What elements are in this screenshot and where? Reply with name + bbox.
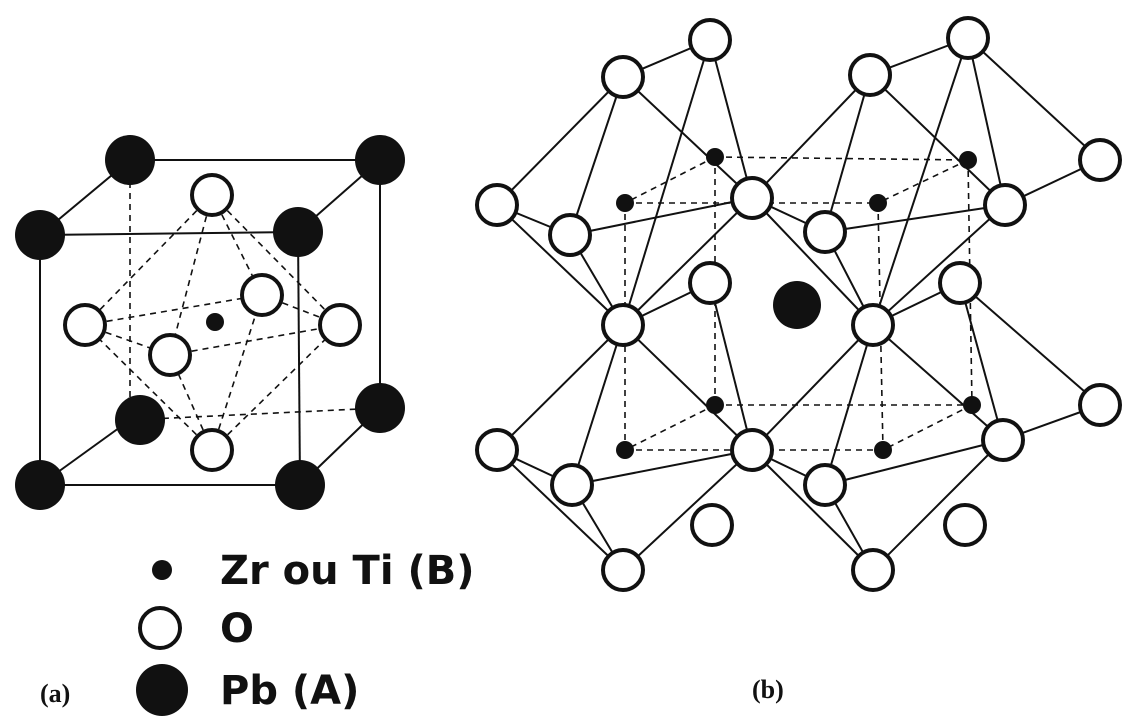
panel-label: (a) [40, 679, 70, 708]
legend-label: Zr ou Ti (B) [220, 548, 475, 594]
pb-atom-b [773, 281, 821, 329]
legend-b-symbol [152, 560, 172, 580]
panel-label: (b) [752, 675, 784, 704]
b-atom [206, 313, 224, 331]
page: Zr ou Ti (B) O Pb (A) (a) (b) (() => { c… [0, 0, 1124, 724]
legend-label: Pb (A) [220, 668, 359, 714]
legend-o-symbol [140, 608, 180, 648]
legend-pb-symbol [136, 664, 188, 716]
diagram: Zr ou Ti (B) O Pb (A) (a) (b) [0, 0, 1124, 724]
legend-label: O [220, 606, 254, 652]
